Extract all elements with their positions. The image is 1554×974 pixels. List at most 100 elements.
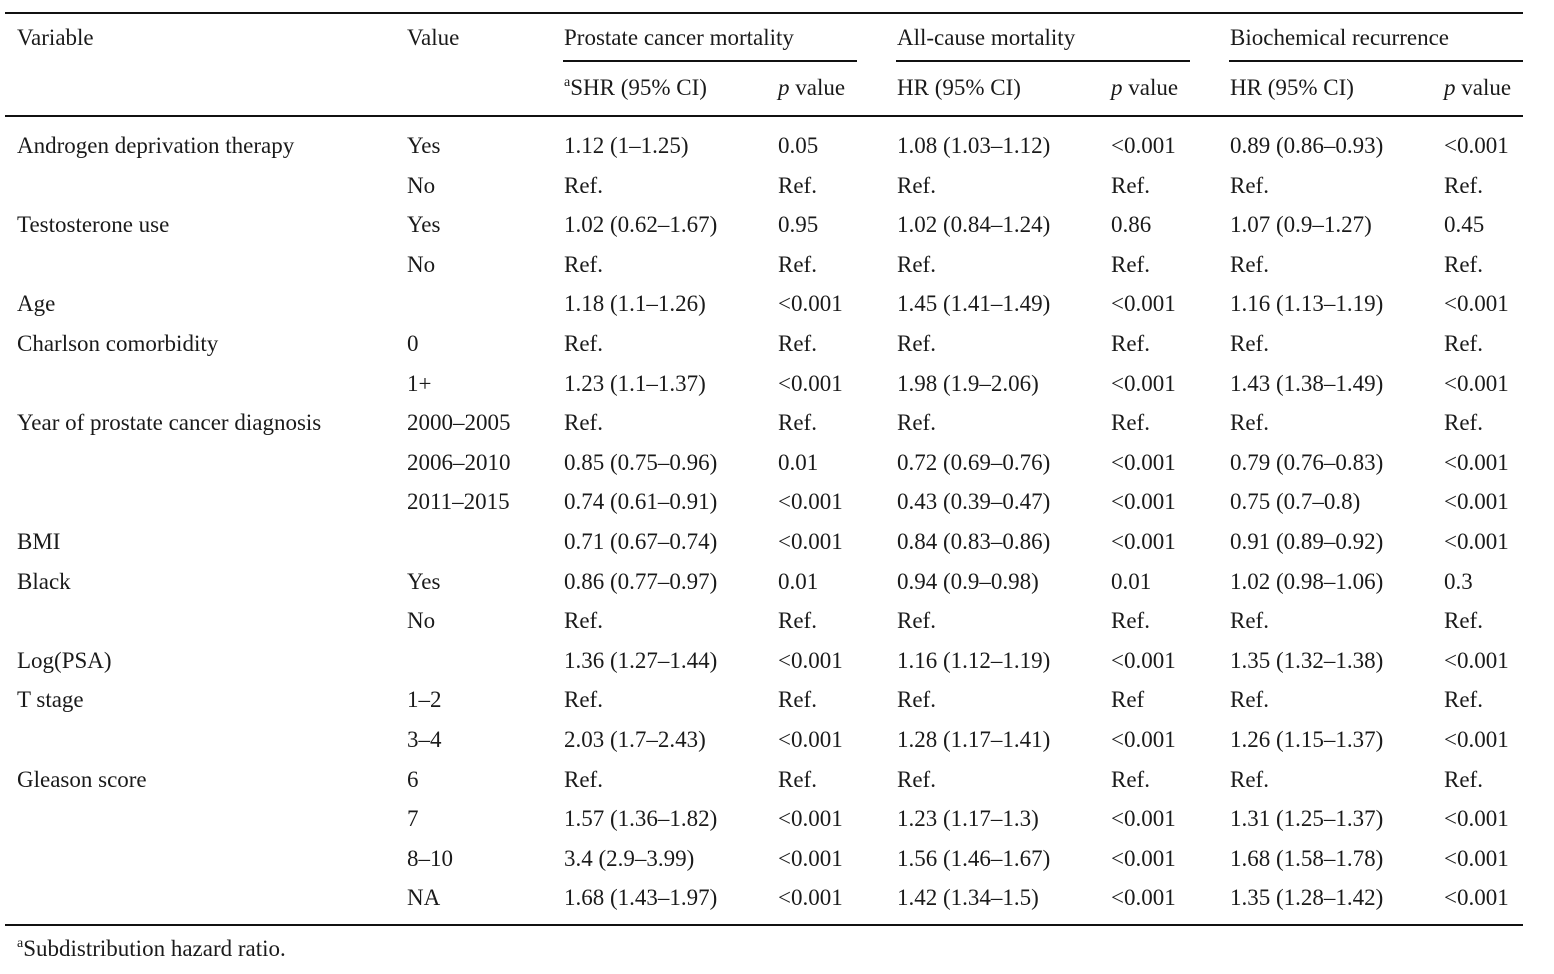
cell-c3: Ref. [1230,767,1269,792]
cell-c3: 1.31 (1.25–1.37) [1230,806,1384,831]
footnote-sup: a [17,936,24,951]
top-rule [5,12,1523,14]
cell-variable: Black [17,569,71,594]
cell-p2: Ref [1111,687,1145,712]
cell-c1: Ref. [564,687,603,712]
cell-c3: Ref. [1230,173,1269,198]
cell-p3: 0.45 [1444,212,1485,237]
cell-c2: 1.45 (1.41–1.49) [897,291,1051,316]
cell-variable: Log(PSA) [17,648,112,673]
cell-p2: <0.001 [1111,371,1176,396]
cell-value: 7 [407,806,419,831]
cell-c1: 1.12 (1–1.25) [564,133,689,158]
cell-p3: <0.001 [1444,371,1509,396]
cell-c2: Ref. [897,687,936,712]
cell-value: NA [407,885,441,910]
cell-p3: Ref. [1444,608,1483,633]
cell-p1: <0.001 [778,291,843,316]
cell-c3: Ref. [1230,410,1269,435]
cell-c2: Ref. [897,252,936,277]
cell-p3: <0.001 [1444,648,1509,673]
cell-p1: <0.001 [778,885,843,910]
cell-c3: 0.75 (0.7–0.8) [1230,489,1361,514]
cell-c2: Ref. [897,410,936,435]
cell-c2: 1.16 (1.12–1.19) [897,648,1051,673]
cell-value: 1+ [407,371,432,396]
cell-c2: 0.72 (0.69–0.76) [897,450,1051,475]
cell-c1: 1.36 (1.27–1.44) [564,648,718,673]
cell-p1: <0.001 [778,648,843,673]
cell-value: 2000–2005 [407,410,511,435]
cell-c1: Ref. [564,173,603,198]
cell-c1: Ref. [564,608,603,633]
cell-c1: 0.74 (0.61–0.91) [564,489,718,514]
cell-value: 0 [407,331,419,356]
cell-p1: <0.001 [778,489,843,514]
group-underline-allcause [896,60,1190,62]
cell-c3: Ref. [1230,608,1269,633]
header-shr-label: SHR (95% CI) [570,75,707,100]
cell-p3: Ref. [1444,331,1483,356]
header-p2-italic: p [1111,75,1123,100]
header-p3-rest: value [1455,75,1512,100]
cell-value: 1–2 [407,687,442,712]
header-p3-italic: p [1444,75,1456,100]
header-p1-rest: value [789,75,846,100]
header-hr-allcause: HR (95% CI) [897,75,1021,100]
cell-c1: 1.18 (1.1–1.26) [564,291,706,316]
cell-variable: Age [17,291,56,316]
group-header-prostate: Prostate cancer mortality [564,25,794,50]
cell-p3: Ref. [1444,767,1483,792]
header-shr-sup: a [564,75,571,90]
cell-c3: Ref. [1230,331,1269,356]
cell-p2: Ref. [1111,252,1150,277]
cell-p1: <0.001 [778,846,843,871]
cell-c2: 0.43 (0.39–0.47) [897,489,1051,514]
cell-p2: <0.001 [1111,727,1176,752]
cell-variable: BMI [17,529,61,554]
header-shr: aSHR (95% CI) [564,75,707,100]
cell-p1: 0.05 [778,133,819,158]
cell-p1: <0.001 [778,371,843,396]
cell-p2: <0.001 [1111,806,1176,831]
cell-value: No [407,173,436,198]
cell-c2: 1.23 (1.17–1.3) [897,806,1039,831]
group-header-allcause: All-cause mortality [897,25,1076,50]
cell-c2: Ref. [897,173,936,198]
cell-p1: 0.01 [778,569,819,594]
cell-p1: <0.001 [778,529,843,554]
cell-p3: <0.001 [1444,806,1509,831]
group-underline-prostate [563,60,857,62]
cell-p3: <0.001 [1444,846,1509,871]
cell-p3: 0.3 [1444,569,1473,594]
cell-p2: <0.001 [1111,885,1176,910]
cell-c3: 1.43 (1.38–1.49) [1230,371,1384,396]
cell-c1: 0.71 (0.67–0.74) [564,529,718,554]
header-value: Value [407,25,460,50]
group-header-biochem: Biochemical recurrence [1230,25,1450,50]
cell-p2: <0.001 [1111,846,1176,871]
header-p2-rest: value [1122,75,1179,100]
cell-c1: 0.85 (0.75–0.96) [564,450,718,475]
cell-p3: <0.001 [1444,489,1509,514]
cell-c1: Ref. [564,410,603,435]
cell-p2: Ref. [1111,608,1150,633]
cell-p3: <0.001 [1444,885,1509,910]
header-hr-biochem: HR (95% CI) [1230,75,1354,100]
footnote: aSubdistribution hazard ratio. [17,936,286,961]
cell-value: No [407,252,436,277]
cell-value: 3–4 [407,727,442,752]
cell-variable: Androgen deprivation therapy [17,133,295,158]
bottom-rule [5,924,1523,926]
cell-value: 6 [407,767,419,792]
cell-value: 2006–2010 [407,450,511,475]
cell-value: Yes [407,212,441,237]
cell-c1: 2.03 (1.7–2.43) [564,727,706,752]
cell-c3: 1.02 (0.98–1.06) [1230,569,1384,594]
cell-p3: Ref. [1444,687,1483,712]
footnote-text: Subdistribution hazard ratio. [23,936,286,961]
cell-p1: Ref. [778,331,817,356]
cell-variable: T stage [17,687,84,712]
header-variable: Variable [17,25,94,50]
cell-value: Yes [407,569,441,594]
